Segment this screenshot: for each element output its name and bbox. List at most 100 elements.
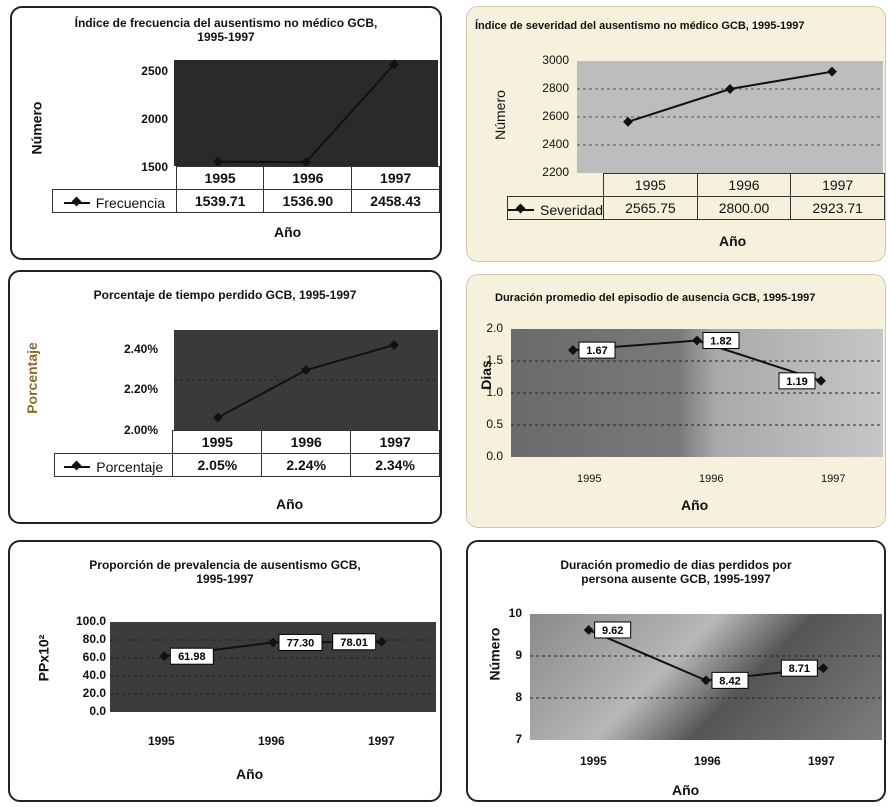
- chart5-xlabel: Año: [236, 766, 264, 782]
- chart2-ytick: 2800: [542, 81, 569, 95]
- data-point: [701, 675, 711, 686]
- data-point: [583, 625, 594, 635]
- svg-text:78.01: 78.01: [340, 637, 368, 649]
- chart4-xtick: 1997: [821, 473, 846, 485]
- chart4-ytick: 1.0: [486, 385, 503, 399]
- chart2-plot-area: [577, 61, 883, 173]
- chart5-svg: 61.98 77.30 78.01: [110, 633, 436, 695]
- chart1-category: 1995: [175, 166, 265, 190]
- data-label: 1.19: [778, 372, 816, 390]
- chart1-ytick: 2500: [141, 64, 168, 78]
- chart1-value: 2458.43: [351, 189, 440, 213]
- chart3-category: 1996: [261, 430, 352, 454]
- chart2-ylabel: Número: [491, 90, 508, 140]
- data-label: 77.30: [278, 633, 323, 651]
- chart2-value: 2565.75: [603, 196, 698, 220]
- chart2-svg: [577, 66, 883, 146]
- chart5-ytick: 100.0: [75, 614, 106, 628]
- chart2-title: Índice de severidad del ausentismo no mé…: [475, 20, 805, 32]
- chart6-xtick: 1996: [694, 754, 721, 768]
- chart1-category: 1997: [351, 166, 440, 190]
- chart6-svg: 9.62 8.42 8.71: [530, 621, 882, 699]
- chart1-category: 1996: [263, 166, 353, 190]
- chart1-value: 1536.90: [263, 189, 353, 213]
- chart2-value: 2800.00: [696, 196, 792, 220]
- chart2-ytick: 3000: [542, 53, 569, 67]
- chart4-svg: 1.67 1.82 1.19: [511, 332, 883, 426]
- data-label: 1.82: [702, 332, 740, 350]
- chart6-ytick: 7: [515, 732, 522, 746]
- svg-text:8.42: 8.42: [719, 675, 740, 687]
- data-point: [568, 345, 578, 356]
- svg-text:77.30: 77.30: [287, 637, 315, 649]
- chart3-value: 2.34%: [350, 453, 440, 477]
- diamond-marker-icon: [63, 202, 90, 204]
- series-line: [217, 63, 395, 164]
- data-point: [159, 651, 170, 662]
- chart6-title-line2: persona ausente GCB, 1995-1997: [581, 572, 771, 586]
- data-point: [389, 340, 399, 350]
- chart1-series-name: Frecuencia: [95, 195, 165, 211]
- svg-text:8.71: 8.71: [789, 663, 810, 675]
- chart4-title: Duración promedio del episodio de ausenc…: [495, 292, 816, 304]
- data-label: 8.71: [780, 659, 818, 677]
- chart1-plot-area: [174, 59, 438, 168]
- data-point: [692, 335, 702, 346]
- chart4-ytick: 0.5: [486, 417, 503, 431]
- chart3-title: Porcentaje de tiempo perdido GCB, 1995-1…: [93, 288, 357, 302]
- chart6-xtick: 1995: [580, 754, 607, 768]
- chart5-xtick: 1996: [258, 734, 285, 748]
- chart4-xtick: 1995: [577, 473, 602, 485]
- chart2-category: 1997: [790, 173, 885, 197]
- chart2-value: 2923.71: [790, 196, 885, 220]
- chart2-category: 1996: [696, 173, 792, 197]
- data-point: [213, 412, 223, 423]
- chart4-ytick: 0.0: [486, 449, 503, 463]
- chart3-svg: [174, 340, 438, 423]
- chart1-legend: Frecuencia: [52, 189, 177, 213]
- data-label: 1.67: [578, 341, 616, 359]
- chart2-series-name: Severidad: [540, 202, 604, 218]
- chart5-ytick: 60.0: [82, 650, 106, 664]
- chart1-ylabel: Número: [28, 101, 45, 155]
- chart1-title-line2: 1995-1997: [197, 30, 255, 44]
- chart6-ytick: 9: [515, 648, 522, 662]
- diamond-marker-icon: [508, 209, 534, 211]
- data-label: 61.98: [169, 647, 214, 665]
- data-point: [301, 365, 311, 375]
- chart5-ytick: 40.0: [82, 668, 106, 682]
- chart1-value: 1539.71: [175, 189, 265, 213]
- chart3-value: 2.24%: [261, 453, 352, 477]
- chart6-xlabel: Año: [672, 782, 700, 798]
- chart-prevalencia-panel: Proporción de prevalencia de ausentismo …: [8, 540, 442, 802]
- data-point: [623, 116, 633, 127]
- data-point: [213, 156, 223, 167]
- data-point: [376, 636, 387, 647]
- chart2-legend: Severidad: [506, 196, 605, 220]
- chart4-ytick: 1.5: [486, 353, 503, 367]
- data-label: 8.42: [711, 671, 749, 689]
- chart6-xtick: 1997: [808, 754, 835, 768]
- chart2-category: 1995: [603, 173, 698, 197]
- chart1-xlabel: Año: [274, 224, 302, 240]
- chart3-legend: Porcentaje: [53, 453, 174, 477]
- chart-duracion-episodio-panel: Duración promedio del episodio de ausenc…: [466, 274, 886, 528]
- chart1-title-line1: Índice de frecuencia del ausentismo no m…: [74, 16, 378, 30]
- chart6-ytick: 8: [515, 690, 522, 704]
- data-point: [725, 84, 735, 94]
- chart5-ytick: 20.0: [82, 686, 106, 700]
- data-point: [827, 66, 837, 77]
- chart4-plot-area: 1.67 1.82 1.19: [511, 329, 883, 457]
- chart3-ytick: 2.40%: [123, 342, 158, 356]
- svg-text:1.82: 1.82: [710, 336, 731, 348]
- chart-porcentaje-panel: Porcentaje de tiempo perdido GCB, 1995-1…: [8, 270, 442, 524]
- chart1-svg: [213, 59, 399, 168]
- chart3-plot-area: [174, 330, 438, 430]
- svg-text:1.19: 1.19: [786, 376, 807, 388]
- svg-text:9.62: 9.62: [602, 625, 623, 637]
- chart2-xlabel: Año: [719, 233, 747, 249]
- chart1-data-table: 1995 1996 1997 Frecuencia 1539.71 1536.9…: [52, 166, 440, 213]
- chart4-ytick: 2.0: [486, 321, 503, 335]
- chart5-xtick: 1995: [148, 734, 175, 748]
- chart3-ylabel: Porcentaje: [23, 342, 40, 414]
